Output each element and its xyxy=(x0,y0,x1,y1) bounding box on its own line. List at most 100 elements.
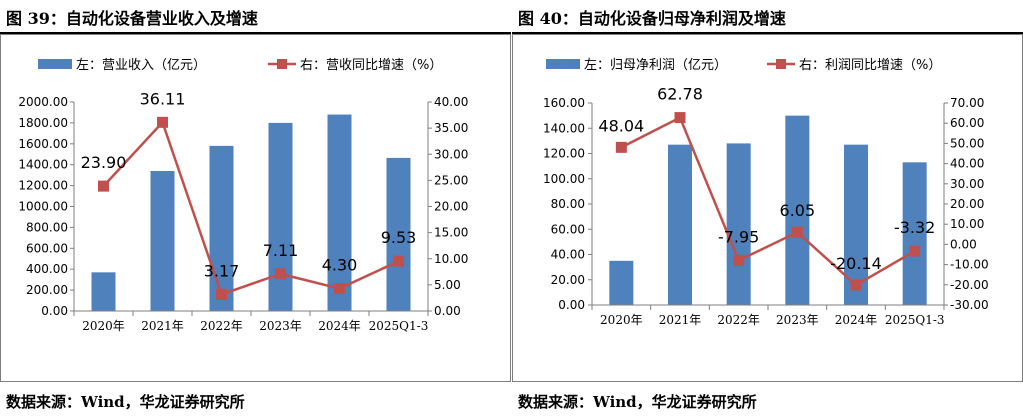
legend-line-marker xyxy=(277,59,287,69)
right-axis-tick-label: 40.00 xyxy=(434,95,468,109)
left-axis-tick-label: 0.00 xyxy=(558,298,585,312)
left-axis-tick-label: 400.00 xyxy=(26,262,68,276)
legend-bar-label: 左：归母净利润（亿元） xyxy=(584,58,727,73)
left-axis-tick-label: 140.00 xyxy=(543,121,585,135)
category-label: 2024年 xyxy=(318,319,361,333)
right-axis-tick-label: -30.00 xyxy=(950,298,989,312)
growth-data-label: 4.30 xyxy=(322,256,358,275)
left-axis-tick-label: 200.00 xyxy=(26,283,68,297)
bar xyxy=(91,272,116,311)
bar xyxy=(150,170,175,311)
category-label: 2025Q1-3 xyxy=(885,313,945,327)
growth-data-label: -7.95 xyxy=(718,227,759,246)
figure-39-source: 数据来源：Wind，华龙证券研究所 xyxy=(6,393,245,411)
right-axis-tick-label: 20.00 xyxy=(434,200,468,214)
right-axis-tick-label: 40.00 xyxy=(950,157,984,171)
left-axis-tick-label: 0.00 xyxy=(41,304,68,318)
growth-data-label: 48.04 xyxy=(598,116,644,135)
bar xyxy=(785,115,810,305)
revenue-chart: 左：营业收入（亿元） 右：营收同比增速（%） 0.00 200.00 400.00 600… xyxy=(18,58,468,333)
right-axis-tick-label: 10.00 xyxy=(950,217,984,231)
figure-39-panel: 图 39：自动化设备营业收入及增速 左：营业收入（亿元） 右：营收同比增速（%） 0… xyxy=(0,0,511,416)
growth-point xyxy=(393,255,404,267)
title-rule xyxy=(512,32,1023,34)
right-axis-tick-label: 30.00 xyxy=(434,147,468,161)
legend-line-label: 右：营收同比增速（%） xyxy=(300,58,442,73)
left-axis-tick-label: 100.00 xyxy=(543,172,585,186)
category-label: 2022年 xyxy=(717,313,760,327)
left-axis-tick-label: 1200.00 xyxy=(18,179,68,193)
bar xyxy=(902,162,927,305)
legend-line-marker xyxy=(776,59,786,69)
right-axis-tick-label: 0.00 xyxy=(950,237,977,251)
figure-40-source: 数据来源：Wind，华龙证券研究所 xyxy=(518,393,757,411)
right-axis-tick-label: 70.00 xyxy=(950,96,984,110)
growth-point xyxy=(791,226,803,238)
growth-line xyxy=(102,119,400,297)
right-axis-tick-label: -10.00 xyxy=(950,258,989,272)
left-axis-tick-label: 80.00 xyxy=(551,197,585,211)
bar xyxy=(609,260,634,305)
figure-39-title: 图 39：自动化设备营业收入及增速 xyxy=(6,9,258,28)
left-axis-tick-label: 1800.00 xyxy=(18,116,68,130)
right-axis-tick-label: 35.00 xyxy=(434,121,468,135)
legend-line-label: 右：利润同比增速（%） xyxy=(799,58,941,73)
left-axis-tick-label: 2000.00 xyxy=(18,95,68,109)
title-rule xyxy=(0,32,511,34)
net-profit-chart: 左：归母净利润（亿元） 右：利润同比增速（%） 0.00 20.00 40.00 60.0… xyxy=(543,58,989,327)
bar xyxy=(327,114,352,311)
category-label: 2021年 xyxy=(141,319,184,333)
bar xyxy=(268,122,293,312)
left-axis-tick-label: 120.00 xyxy=(543,147,585,161)
bar xyxy=(726,143,751,305)
category-label: 2021年 xyxy=(659,313,702,327)
figure-40-title: 图 40：自动化设备归母净利润及增速 xyxy=(518,9,786,28)
category-label: 2023年 xyxy=(259,319,302,333)
right-axis-tick-label: 5.00 xyxy=(434,278,461,292)
legend-bar-swatch xyxy=(546,59,580,69)
right-axis-tick-label: 10.00 xyxy=(434,252,468,266)
left-axis-tick-label: 1000.00 xyxy=(18,200,68,214)
left-axis-tick-label: 60.00 xyxy=(551,222,585,236)
growth-point xyxy=(216,288,227,300)
left-axis-tick-label: 800.00 xyxy=(26,220,68,234)
figure-40-panel: 图 40：自动化设备归母净利润及增速 左：归母净利润（亿元） 右：利润同比增速（%… xyxy=(512,0,1023,416)
growth-data-label: 7.11 xyxy=(263,241,299,260)
right-axis-tick-label: 15.00 xyxy=(434,226,468,240)
category-label: 2023年 xyxy=(776,313,819,327)
right-axis-tick-label: 30.00 xyxy=(950,177,984,191)
category-label: 2020年 xyxy=(82,319,125,333)
growth-point xyxy=(334,283,345,295)
category-label: 2020年 xyxy=(600,313,643,327)
bar xyxy=(386,157,411,311)
growth-data-label: 3.17 xyxy=(204,261,240,280)
growth-point xyxy=(157,116,168,128)
chart-frame xyxy=(0,34,511,382)
left-axis-tick-label: 1600.00 xyxy=(18,137,68,151)
bar xyxy=(209,145,234,311)
growth-line xyxy=(620,115,916,287)
growth-data-label: -3.32 xyxy=(894,218,935,237)
left-axis-tick-label: 40.00 xyxy=(551,248,585,262)
category-label: 2022年 xyxy=(200,319,243,333)
growth-point xyxy=(733,254,745,266)
category-label: 2025Q1-3 xyxy=(369,319,429,333)
right-axis-tick-label: 50.00 xyxy=(950,136,984,150)
left-axis-tick-label: 1400.00 xyxy=(18,158,68,172)
growth-point xyxy=(674,112,686,124)
right-axis-tick-label: 20.00 xyxy=(950,197,984,211)
growth-data-label: 6.05 xyxy=(780,201,816,220)
growth-data-label: 9.53 xyxy=(381,228,417,247)
growth-point xyxy=(909,245,921,257)
right-axis-tick-label: 0.00 xyxy=(434,304,461,318)
left-axis-tick-label: 160.00 xyxy=(543,96,585,110)
growth-data-label: 62.78 xyxy=(657,85,703,104)
growth-point xyxy=(275,268,286,280)
legend-bar-label: 左：营业收入（亿元） xyxy=(76,58,206,73)
growth-data-label: 36.11 xyxy=(140,89,186,108)
right-axis-tick-label: -20.00 xyxy=(950,278,989,292)
growth-point xyxy=(98,180,109,192)
bar xyxy=(668,144,692,305)
growth-data-label: -20.14 xyxy=(830,254,882,273)
category-label: 2024年 xyxy=(835,313,878,327)
